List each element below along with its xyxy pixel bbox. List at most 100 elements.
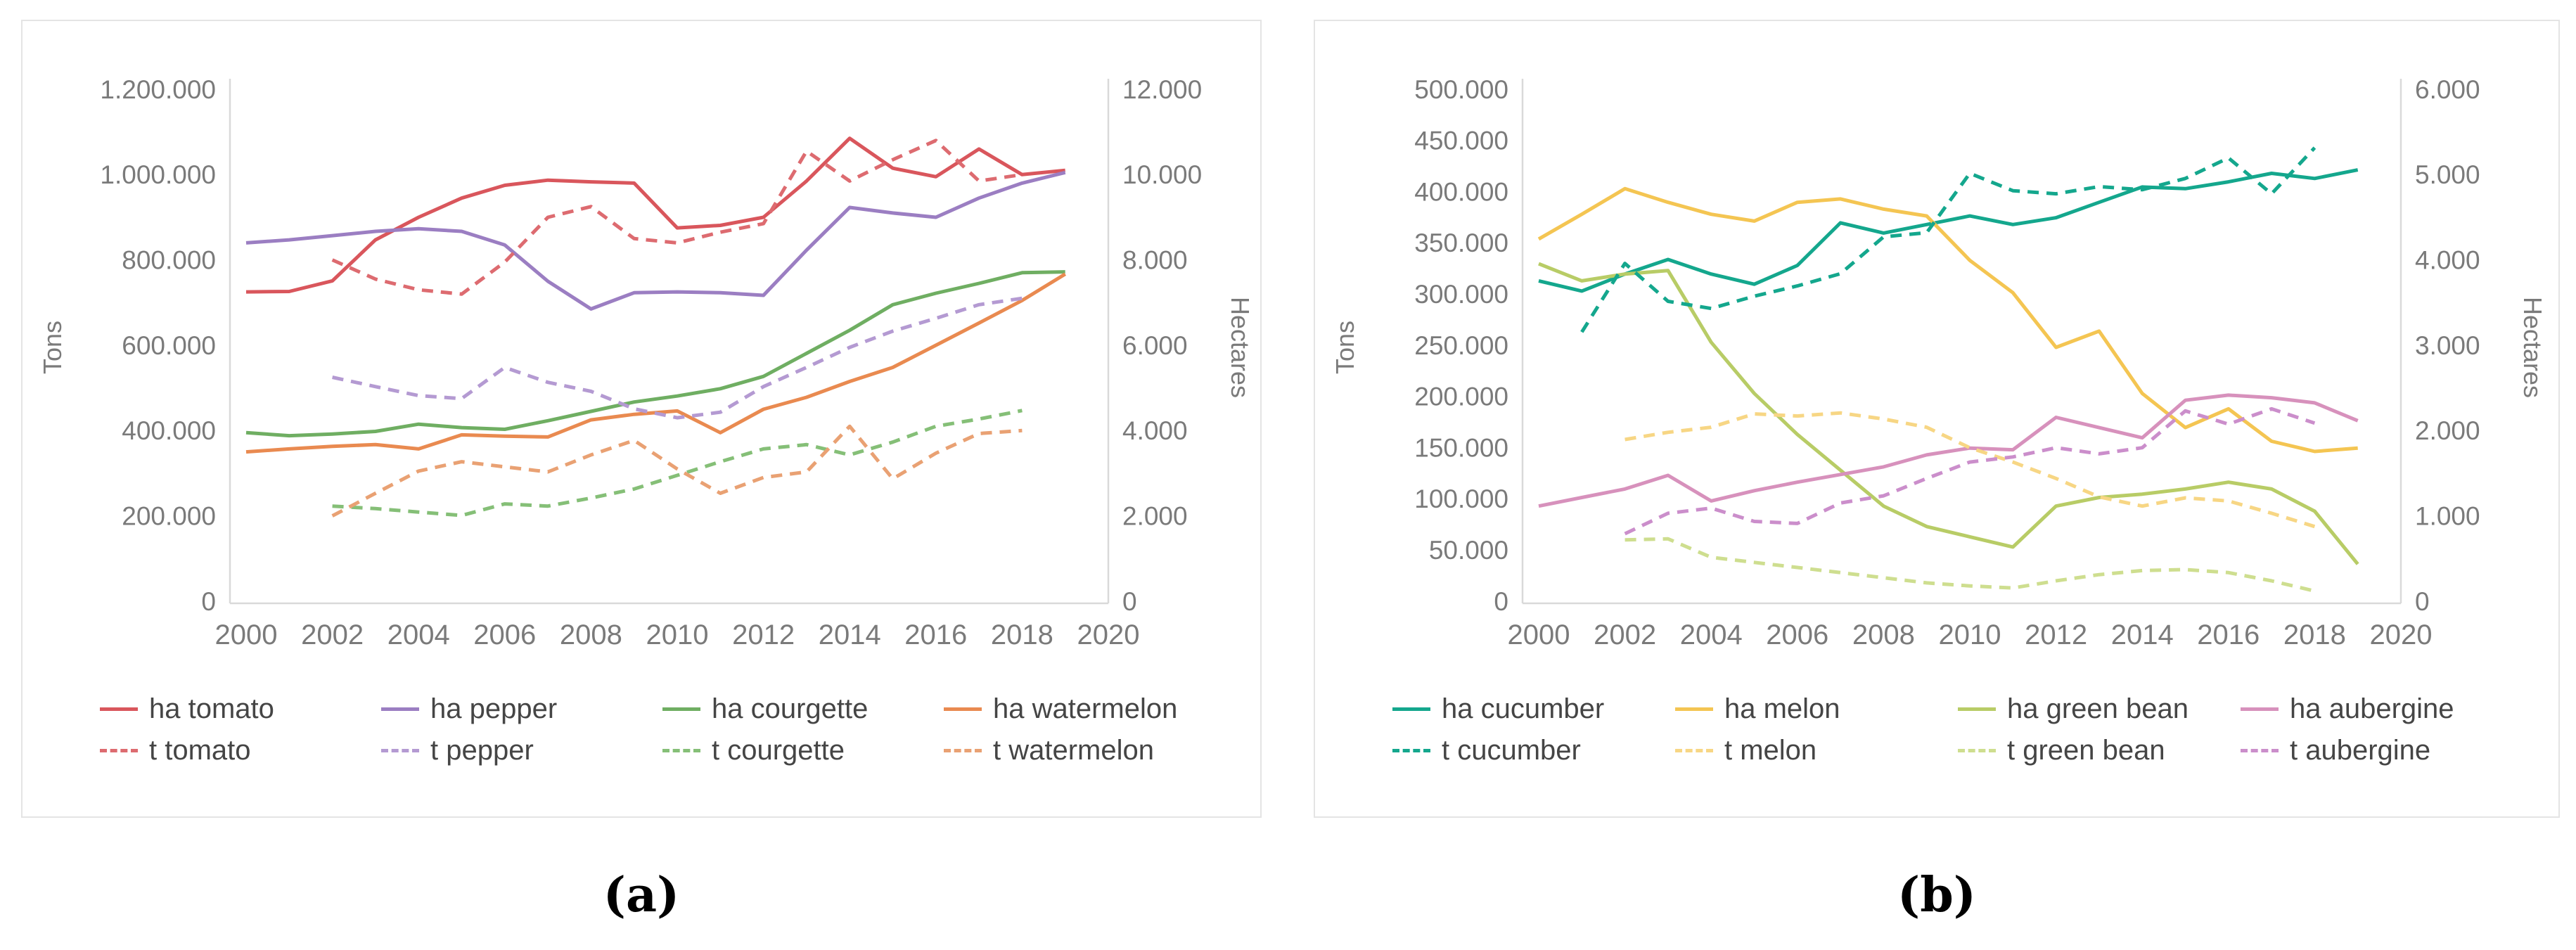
- left-tick-label: 200.000: [1414, 383, 1508, 411]
- x-tick-label: 2006: [1766, 620, 1828, 650]
- legend-label: t cucumber: [1442, 735, 1581, 766]
- x-tick-label: 2020: [2370, 620, 2433, 650]
- chart-panel-b: 0 50.000 100.000 150.000 200.000 250.000 300.0…: [1314, 20, 2560, 818]
- legend-label: t tomato: [149, 735, 251, 766]
- x-tick-label: 2006: [473, 620, 536, 650]
- series-ha-courgette: [245, 270, 1065, 438]
- legend-swatch-solid: [100, 707, 138, 711]
- x-tick-label: 2014: [819, 620, 881, 650]
- right-tick-label: 4.000: [2415, 245, 2480, 274]
- legend-label: t pepper: [430, 735, 534, 766]
- x-tick-label: 2000: [1508, 620, 1570, 650]
- left-tick-label: 800.000: [122, 245, 216, 274]
- line-chart-a: 0 200.000 400.000 600.000 800.000 1.000.000 1.…: [38, 75, 1255, 650]
- x-tick-label: 2014: [2111, 620, 2174, 650]
- x-tick-label: 2004: [1680, 620, 1743, 650]
- x-tick-label: 2002: [1594, 620, 1656, 650]
- legend-item-ha-pepper: ha pepper: [381, 693, 655, 725]
- series-t-watermelon: [331, 424, 1023, 518]
- left-tick-label: 150.000: [1414, 433, 1508, 462]
- legend-swatch-dashed: [1392, 749, 1430, 752]
- legend-swatch-solid: [2241, 707, 2279, 711]
- series-ha-cucumber: [1538, 168, 2359, 293]
- legend-label: ha tomato: [149, 693, 274, 724]
- series-t-pepper: [332, 296, 1023, 420]
- legend-swatch-dashed: [662, 749, 700, 752]
- legend-swatch-dashed: [1675, 749, 1713, 752]
- x-tick-label: 2002: [301, 620, 364, 650]
- left-tick-label: 400.000: [1414, 177, 1508, 206]
- right-tick-label: 4.000: [1122, 416, 1188, 445]
- series-t-tomato: [331, 139, 1023, 296]
- legend-item-t-pepper: t pepper: [381, 735, 655, 766]
- left-tick-label: 450.000: [1414, 127, 1508, 155]
- left-tick-label: 250.000: [1414, 331, 1508, 360]
- series-ha-pepper: [245, 170, 1066, 311]
- x-tick-label: 2012: [2025, 620, 2087, 650]
- left-tick-label: 300.000: [1414, 280, 1508, 309]
- left-tick-label: 200.000: [122, 501, 216, 530]
- legend-swatch-solid: [1675, 707, 1713, 711]
- legend-label: ha pepper: [430, 693, 558, 724]
- left-tick-label: 600.000: [122, 331, 216, 360]
- legend-label: t courgette: [712, 735, 845, 766]
- legend-label: ha courgette: [712, 693, 869, 724]
- right-tick-label: 0: [1122, 587, 1137, 616]
- line-chart-b: 0 50.000 100.000 150.000 200.000 250.000 300.0…: [1331, 75, 2547, 650]
- chart-b-legend: ha cucumber ha melon ha green bean ha auber…: [1315, 689, 2558, 766]
- series-t-aubergine: [1624, 406, 2316, 536]
- chart-a-legend: ha tomato ha pepper ha courgette ha waterme…: [23, 689, 1260, 766]
- x-tick-label: 2016: [2197, 620, 2260, 650]
- series-ha-melon: [1537, 186, 2358, 454]
- legend-label: ha cucumber: [1442, 693, 1605, 724]
- legend-swatch-dashed: [2241, 749, 2279, 752]
- legend-item-ha-watermelon: ha watermelon: [944, 693, 1218, 725]
- legend-item-t-watermelon: t watermelon: [944, 735, 1218, 766]
- right-tick-label: 2.000: [2415, 416, 2480, 445]
- legend-item-t-cucumber: t cucumber: [1392, 735, 1668, 766]
- left-tick-label: 1.000.000: [100, 160, 216, 189]
- left-tick-label: 500.000: [1414, 75, 1508, 104]
- legend-item-ha-tomato: ha tomato: [100, 693, 374, 725]
- series-ha-tomato: [245, 136, 1065, 294]
- legend-label: ha green bean: [2007, 693, 2189, 724]
- legend-label: t aubergine: [2290, 735, 2431, 766]
- x-tick-label: 2018: [2283, 620, 2346, 650]
- left-tick-label: 100.000: [1414, 484, 1508, 513]
- x-tick-label: 2012: [732, 620, 795, 650]
- legend-swatch-solid: [1392, 707, 1430, 711]
- right-axis-title: Hectares: [1226, 297, 1255, 398]
- legend-item-ha-melon: ha melon: [1675, 693, 1951, 725]
- legend-item-ha-green-bean: ha green bean: [1958, 693, 2234, 725]
- legend-label: t green bean: [2007, 735, 2165, 766]
- caption-b: (b): [1897, 867, 1976, 923]
- legend-label: t watermelon: [993, 735, 1154, 766]
- legend-label: ha aubergine: [2290, 693, 2454, 724]
- series-t-green-bean: [1625, 537, 2315, 593]
- legend-swatch-solid: [662, 707, 700, 711]
- x-tick-label: 2008: [560, 620, 622, 650]
- left-axis-title: Tons: [38, 321, 67, 374]
- legend-swatch-dashed: [381, 749, 419, 752]
- right-tick-label: 10.000: [1122, 160, 1202, 189]
- series-ha-aubergine: [1538, 393, 2359, 508]
- x-tick-label: 2016: [904, 620, 967, 650]
- legend-swatch-dashed: [944, 749, 982, 752]
- x-tick-label: 2020: [1077, 620, 1140, 650]
- left-tick-label: 50.000: [1429, 536, 1508, 565]
- right-tick-label: 1.000: [2415, 501, 2480, 530]
- legend-swatch-solid: [944, 707, 982, 711]
- legend-item-t-green-bean: t green bean: [1958, 735, 2234, 766]
- left-tick-label: 0: [1494, 587, 1508, 616]
- legend-swatch-dashed: [100, 749, 138, 752]
- legend-item-ha-courgette: ha courgette: [662, 693, 937, 725]
- right-tick-label: 5.000: [2415, 160, 2480, 189]
- legend-swatch-solid: [381, 707, 419, 711]
- x-tick-label: 2000: [215, 620, 278, 650]
- legend-label: ha melon: [1724, 693, 1840, 724]
- left-axis-title: Tons: [1331, 321, 1359, 374]
- series-t-cucumber: [1580, 146, 2317, 333]
- legend-swatch-solid: [1958, 707, 1996, 711]
- legend-label: ha watermelon: [993, 693, 1178, 724]
